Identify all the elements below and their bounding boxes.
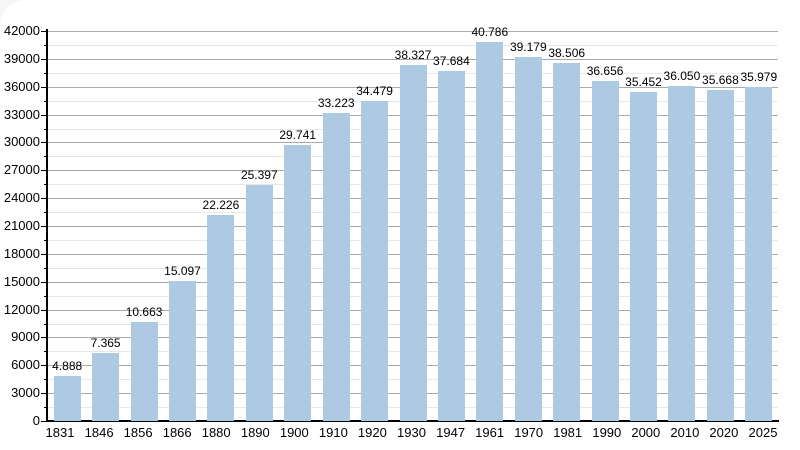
x-axis-label-1981: 1981 xyxy=(553,425,583,440)
bar-value-label: 25.397 xyxy=(240,168,278,183)
bar-1970 xyxy=(514,57,542,421)
y-axis-tick xyxy=(41,309,48,311)
y-axis-tick-label: 27000 xyxy=(3,162,40,178)
y-axis-tick-label: 30000 xyxy=(3,134,40,150)
bar-2020 xyxy=(706,89,734,421)
y-axis-tick-label: 12000 xyxy=(3,301,40,317)
y-axis-tick-label: 3000 xyxy=(11,385,40,401)
y-axis-tick-label: 9000 xyxy=(11,329,40,345)
y-axis-tick xyxy=(41,281,48,283)
y-axis-tick xyxy=(41,114,48,116)
x-axis-label-1866: 1866 xyxy=(162,425,192,440)
bar-value-label: 38.506 xyxy=(548,46,586,61)
bar-value-label: 22.226 xyxy=(202,197,240,212)
y-axis-tick xyxy=(41,58,48,60)
bar-1930 xyxy=(399,65,427,421)
x-axis-label-2000: 2000 xyxy=(631,425,661,440)
bar-value-label: 35.668 xyxy=(702,72,739,87)
x-axis-label-1846: 1846 xyxy=(84,425,114,440)
bar-value-label: 10.663 xyxy=(125,305,163,319)
bar-1920 xyxy=(361,100,389,421)
gridline-minor xyxy=(48,44,778,46)
bar-value-label: 36.050 xyxy=(663,69,701,84)
y-axis-tick-label: 6000 xyxy=(11,357,40,373)
bar-value-label: 40.786 xyxy=(471,25,509,40)
bar-value-label: 4.888 xyxy=(52,358,83,373)
y-axis-tick xyxy=(41,393,48,395)
x-axis-label-1961: 1961 xyxy=(475,425,505,440)
y-axis-tick-label: 18000 xyxy=(3,245,40,261)
x-axis-label-1947: 1947 xyxy=(436,425,466,440)
y-axis-tick xyxy=(41,226,48,227)
x-axis-label-2010: 2010 xyxy=(670,425,700,440)
bar-1890 xyxy=(245,185,273,421)
bar-1900 xyxy=(284,144,312,421)
y-axis-tick xyxy=(41,31,48,32)
bar-1880 xyxy=(207,214,235,421)
bar-value-label: 35.452 xyxy=(625,74,662,89)
y-axis-tick-label: 15000 xyxy=(3,273,40,289)
y-axis-tick xyxy=(41,337,48,339)
corner-artifact xyxy=(0,0,42,27)
y-axis-tick xyxy=(41,86,48,88)
x-axis-label-1831: 1831 xyxy=(45,425,75,440)
y-axis-tick-label: 0 xyxy=(32,413,40,428)
y-axis-tick xyxy=(41,365,48,367)
x-axis-label-1856: 1856 xyxy=(123,425,153,440)
bar-value-label: 36.656 xyxy=(586,63,624,78)
x-axis-label-2025: 2025 xyxy=(748,425,778,440)
y-axis-tick xyxy=(41,253,48,255)
bar-1961 xyxy=(476,42,504,421)
x-axis-label-1920: 1920 xyxy=(357,425,387,440)
bar-value-label: 7.365 xyxy=(90,335,121,350)
y-axis-tick-label: 39000 xyxy=(3,50,40,66)
x-axis-label-1910: 1910 xyxy=(318,425,348,440)
bar-1866 xyxy=(169,280,196,421)
y-axis-tick xyxy=(41,198,48,200)
bar-2000 xyxy=(630,91,657,421)
bar-1981 xyxy=(553,63,581,421)
bar-value-label: 33.223 xyxy=(317,95,355,110)
bar-1856 xyxy=(130,322,158,421)
bar-1910 xyxy=(322,112,350,421)
bar-value-label: 35.979 xyxy=(740,69,778,84)
y-axis-tick xyxy=(41,170,48,172)
x-axis-label-1930: 1930 xyxy=(397,425,426,440)
gridline-major xyxy=(48,58,778,60)
y-axis-tick-label: 24000 xyxy=(3,190,40,206)
bar-value-label: 38.327 xyxy=(394,48,432,63)
y-axis-line xyxy=(46,29,48,422)
bar-value-label: 15.097 xyxy=(164,263,201,278)
x-axis-label-2020: 2020 xyxy=(709,425,739,440)
x-axis-label-1890: 1890 xyxy=(240,425,270,440)
x-axis-line xyxy=(46,420,779,422)
bar-value-label: 39.179 xyxy=(509,40,547,55)
x-axis-label-1900: 1900 xyxy=(279,425,309,440)
bar-2010 xyxy=(668,86,696,421)
y-axis-tick-label: 33000 xyxy=(3,106,40,122)
bar-value-label: 29.741 xyxy=(279,127,317,142)
x-axis-label-1990: 1990 xyxy=(592,425,622,440)
y-axis-tick xyxy=(41,421,48,422)
x-axis-label-1970: 1970 xyxy=(514,425,544,440)
bar-2025 xyxy=(745,86,773,421)
y-axis-tick xyxy=(41,142,48,144)
y-axis-tick-label: 21000 xyxy=(3,218,40,233)
bar-1990 xyxy=(591,80,619,421)
x-axis-label-1880: 1880 xyxy=(201,425,231,440)
y-axis-tick-label: 36000 xyxy=(3,78,40,94)
y-axis-tick-label: 42000 xyxy=(3,23,40,38)
bar-value-label: 37.684 xyxy=(433,54,470,69)
bar-1846 xyxy=(92,352,120,421)
bar-1947 xyxy=(437,71,465,421)
bar-1831 xyxy=(53,375,81,421)
bar-value-label: 34.479 xyxy=(356,83,393,98)
gridline-major xyxy=(48,31,778,32)
